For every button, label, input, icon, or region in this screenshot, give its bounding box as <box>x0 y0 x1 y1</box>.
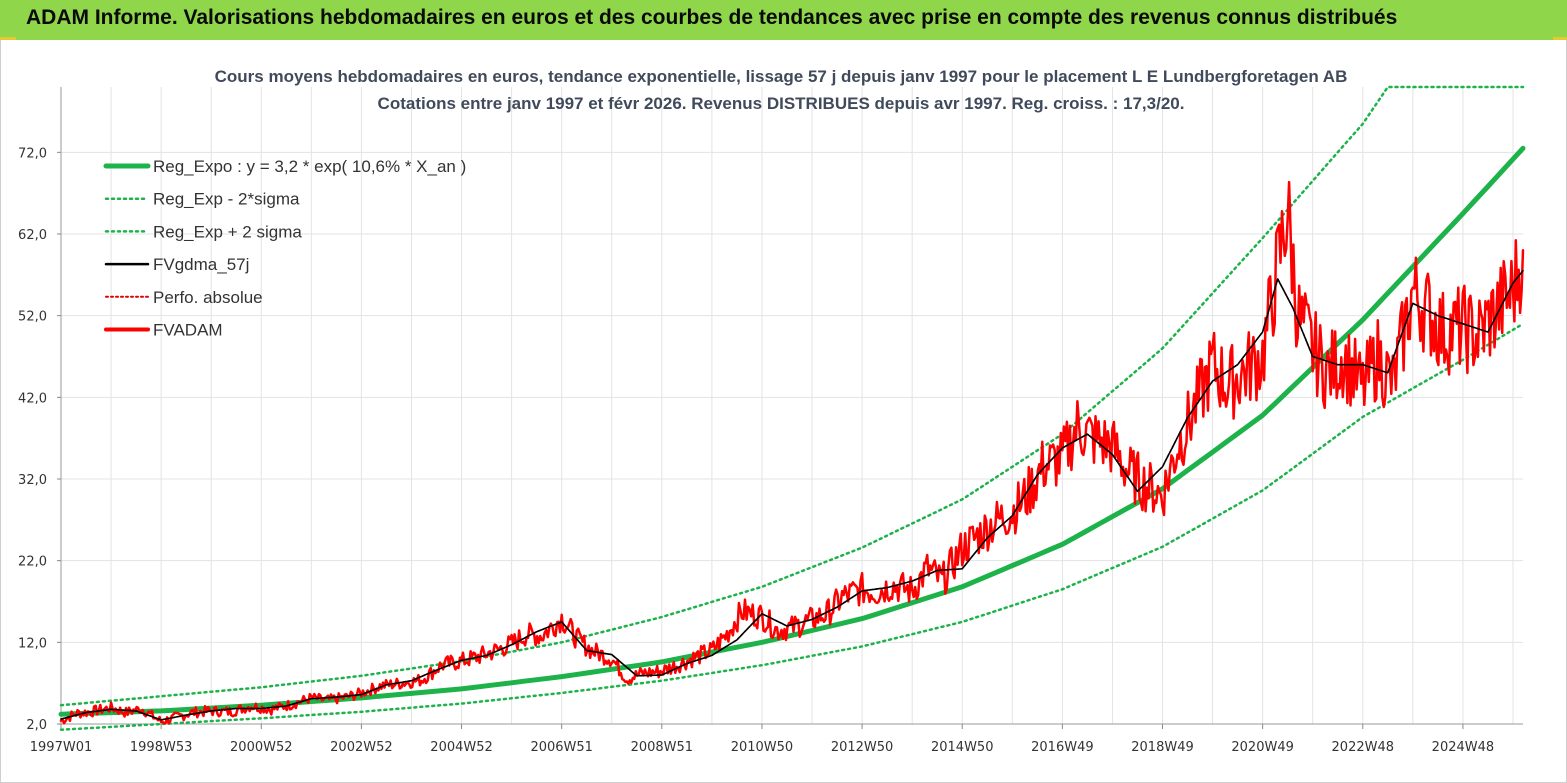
x-tick-label: 2002W52 <box>330 740 392 755</box>
chart-area: 2,0 12,0 22,0 32,0 42,0 52,0 62,0 72,0 1997W01 1… <box>0 40 1567 783</box>
series-line-perfo <box>60 270 1524 721</box>
y-tick-label: 12,0 <box>18 636 47 651</box>
report-title: ADAM Informe. Valorisations hebdomadaire… <box>26 6 1398 29</box>
chart-subtitle: Cotations entre janv 1997 et févr 2026. … <box>378 94 1185 113</box>
legend-label-upper: Reg_Exp + 2 sigma <box>153 222 302 241</box>
chart-title: Cours moyens hebdomadaires en euros, ten… <box>215 67 1348 86</box>
y-axis-ticks: 2,0 12,0 22,0 32,0 42,0 52,0 62,0 72,0 <box>18 146 61 733</box>
series-layer <box>58 85 1526 731</box>
series-line-reg <box>58 145 1526 717</box>
y-tick-label: 62,0 <box>18 228 47 243</box>
x-tick-label: 2006W51 <box>530 740 592 755</box>
legend-label-fv57: FVgdma_57j <box>153 255 249 274</box>
report-banner: ADAM Informe. Valorisations hebdomadaire… <box>0 0 1567 40</box>
x-tick-label: 1998W53 <box>130 740 192 755</box>
series-line-fv57 <box>60 270 1524 721</box>
x-tick-label: 2018W49 <box>1131 740 1193 755</box>
x-tick-label: 2014W50 <box>931 740 993 755</box>
x-tick-label: 2012W50 <box>831 740 893 755</box>
x-tick-label: 2008W51 <box>631 740 693 755</box>
x-tick-label: 2010W50 <box>731 740 793 755</box>
x-tick-label: 2022W48 <box>1332 740 1394 755</box>
x-tick-label: 1997W01 <box>30 740 92 755</box>
x-tick-label: 2004W52 <box>430 740 492 755</box>
x-tick-label: 2016W49 <box>1031 740 1093 755</box>
y-tick-label: 72,0 <box>18 146 47 161</box>
legend-label-lower: Reg_Exp - 2*sigma <box>153 190 300 209</box>
y-tick-label: 42,0 <box>18 391 47 406</box>
y-tick-label: 32,0 <box>18 473 47 488</box>
y-tick-label: 22,0 <box>18 555 47 570</box>
axes <box>60 87 1523 725</box>
y-tick-label: 52,0 <box>18 310 47 325</box>
series-line-upper <box>59 85 1525 707</box>
chart: 2,012,022,032,042,052,062,072,0 1997W01 1… <box>18 67 1526 755</box>
legend: Reg_Expo : y = 3,2 * exp( 10,6% * X_an )… <box>103 157 466 340</box>
x-axis-ticks: 1997W01 1998W53 2000W52 2002W52 2004W52 2006W… <box>30 724 1494 755</box>
x-tick-label: 2024W48 <box>1432 740 1494 755</box>
y-tick-label: 2,0 <box>26 718 47 733</box>
x-tick-label: 2020W49 <box>1231 740 1293 755</box>
series-line-lower <box>59 322 1525 731</box>
legend-label-fvadam: FVADAM <box>153 321 223 340</box>
legend-label-perfo: Perfo. absolue <box>153 288 263 307</box>
x-tick-label: 2000W52 <box>230 740 292 755</box>
legend-label-reg: Reg_Expo : y = 3,2 * exp( 10,6% * X_an ) <box>153 157 466 176</box>
